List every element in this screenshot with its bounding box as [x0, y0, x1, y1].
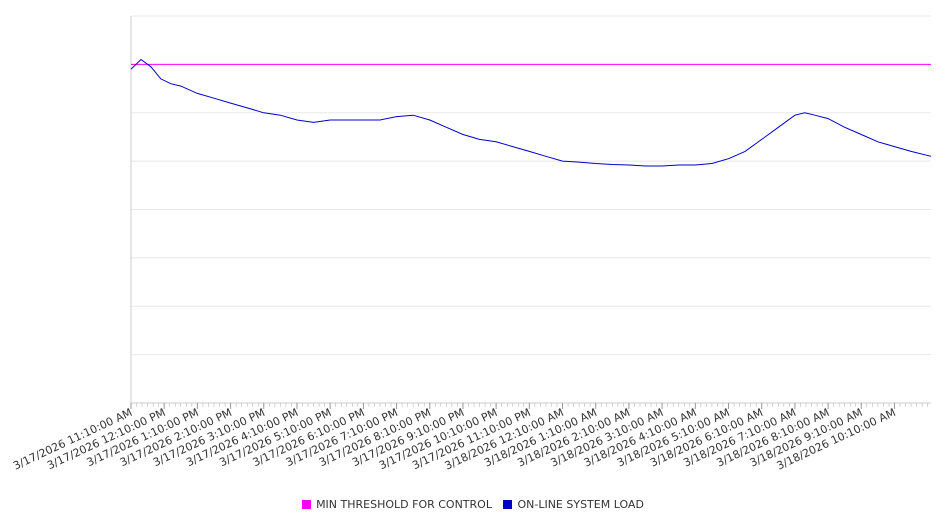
chart-series [130, 58, 932, 167]
chart-legend: MIN THRESHOLD FOR CONTROL ON-LINE SYSTEM… [0, 498, 946, 511]
chart-grid [131, 15, 931, 404]
legend-swatch-min-threshold [302, 500, 312, 509]
legend-item-min-threshold: MIN THRESHOLD FOR CONTROL [302, 498, 492, 511]
legend-label-min-threshold: MIN THRESHOLD FOR CONTROL [316, 498, 492, 511]
legend-item-system-load: ON-LINE SYSTEM LOAD [503, 498, 644, 511]
chart-axes [130, 16, 931, 404]
legend-label-system-load: ON-LINE SYSTEM LOAD [517, 498, 644, 511]
legend-swatch-system-load [503, 500, 513, 509]
x-tick-labels: 3/17/2026 11:10:00 AM3/17/2026 12:10:00 … [11, 403, 898, 473]
series-line-1 [130, 58, 932, 167]
